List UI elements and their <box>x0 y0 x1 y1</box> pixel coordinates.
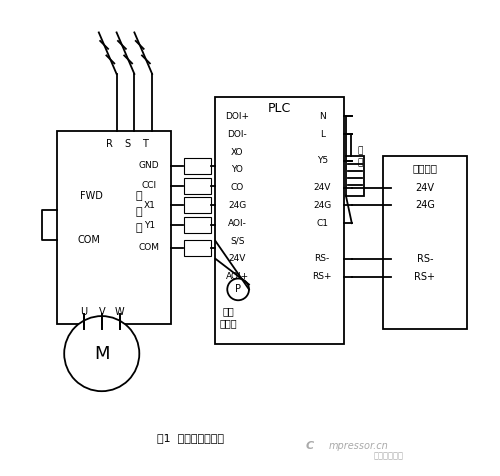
Text: GND: GND <box>139 161 160 170</box>
Text: Y5: Y5 <box>316 157 328 166</box>
Text: X1: X1 <box>144 201 155 210</box>
Text: 24V: 24V <box>228 254 246 263</box>
Bar <box>384 156 468 329</box>
Text: 变: 变 <box>136 191 142 201</box>
Text: FWD: FWD <box>80 190 104 200</box>
Text: 器: 器 <box>136 223 142 233</box>
Text: Y1: Y1 <box>144 221 155 229</box>
Text: CCI: CCI <box>142 181 157 190</box>
Text: M: M <box>94 345 110 363</box>
Text: 24G: 24G <box>415 200 435 210</box>
Text: 中国压缩机网: 中国压缩机网 <box>374 451 404 460</box>
Text: RS-: RS- <box>416 254 433 264</box>
Text: COM: COM <box>78 235 100 245</box>
Text: DOI+: DOI+ <box>225 112 249 121</box>
Text: 传感器: 传感器 <box>220 318 237 328</box>
Text: AOI-: AOI- <box>228 218 246 228</box>
Text: 铃: 铃 <box>357 159 362 168</box>
Bar <box>346 156 364 196</box>
Text: PLC: PLC <box>268 102 291 115</box>
Text: 24G: 24G <box>228 201 246 210</box>
Text: V: V <box>98 307 105 317</box>
Text: RS+: RS+ <box>414 271 436 281</box>
Bar <box>216 97 344 344</box>
Text: 24V: 24V <box>314 183 331 192</box>
Text: 电: 电 <box>357 147 362 156</box>
Bar <box>184 158 212 174</box>
Circle shape <box>228 278 249 300</box>
Text: P: P <box>235 284 241 294</box>
Text: mpressor.cn: mpressor.cn <box>329 441 389 451</box>
Bar <box>184 178 212 194</box>
Text: C: C <box>305 441 314 451</box>
Text: COM: COM <box>138 243 160 252</box>
Text: 图1  系统组成示意图: 图1 系统组成示意图 <box>157 433 224 443</box>
Text: AOI+: AOI+ <box>226 272 248 281</box>
Bar <box>184 198 212 213</box>
Text: U: U <box>80 307 87 317</box>
Text: 压力: 压力 <box>222 306 234 316</box>
Text: YO: YO <box>231 165 243 174</box>
Text: XO: XO <box>231 148 243 157</box>
Circle shape <box>64 316 140 391</box>
Text: CO: CO <box>230 183 244 192</box>
Text: 24V: 24V <box>416 183 434 193</box>
Text: R: R <box>106 139 113 149</box>
Text: RS-: RS- <box>314 254 330 263</box>
Text: 24G: 24G <box>313 201 332 210</box>
Text: N: N <box>319 112 326 121</box>
Text: S/S: S/S <box>230 237 244 246</box>
Text: T: T <box>142 139 148 149</box>
Text: DOI-: DOI- <box>228 130 247 139</box>
Text: S: S <box>124 139 130 149</box>
Text: RS+: RS+ <box>312 272 332 281</box>
Text: C1: C1 <box>316 218 328 228</box>
Text: W: W <box>114 307 124 317</box>
Text: 人机界面: 人机界面 <box>412 163 438 173</box>
Text: L: L <box>320 130 324 139</box>
Text: 频: 频 <box>136 208 142 218</box>
Bar <box>184 240 212 256</box>
Bar <box>58 131 171 324</box>
Bar <box>184 217 212 233</box>
